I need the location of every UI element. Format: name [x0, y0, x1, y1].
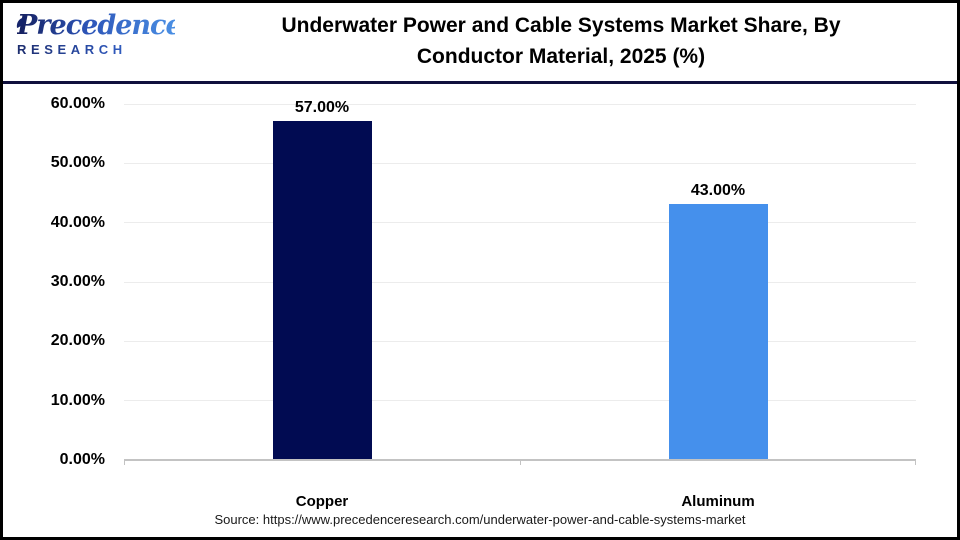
gridline: [124, 281, 916, 283]
logo-brand-label: Precedence: [17, 10, 182, 41]
logo-brand-text: Precedence: [16, 11, 175, 41]
gridline: [124, 222, 916, 224]
precedence-research-logo: Precedence RESEARCH: [3, 3, 175, 57]
y-axis-tick-label: 60.00%: [50, 95, 105, 112]
gridline: [124, 103, 916, 105]
y-axis-tick-label: 30.00%: [50, 273, 105, 290]
bar-aluminum: [668, 203, 768, 459]
leaf-icon: [15, 7, 31, 37]
plot-area: 57.00% Copper 43.00% Aluminum: [124, 99, 916, 510]
logo-sub-text: RESEARCH: [17, 42, 175, 57]
y-axis-tick-label: 40.00%: [50, 213, 105, 231]
y-axis-tick-label: 10.00%: [50, 391, 105, 409]
bar-value-label: 43.00%: [690, 181, 746, 199]
header: Precedence RESEARCH Underwater Power and…: [3, 3, 957, 84]
source-line: Source: https://www.precedenceresearch.c…: [214, 512, 746, 527]
chart-title: Underwater Power and Cable Systems Marke…: [175, 3, 957, 72]
chart-title-line2: Conductor Material, 2025 (%): [416, 45, 706, 68]
x-axis-tick: [124, 460, 125, 465]
x-axis-tick: [915, 460, 916, 465]
chart-title-line1: Underwater Power and Cable Systems Marke…: [281, 14, 841, 37]
category-label-copper: Copper: [295, 493, 349, 510]
gridline: [124, 400, 916, 402]
x-axis-tick: [520, 460, 521, 465]
y-axis-tick-label: 0.00%: [59, 451, 105, 468]
y-axis-tick-label: 50.00%: [50, 154, 105, 172]
category-label-aluminum: Aluminum: [681, 493, 755, 510]
bar-value-label: 57.00%: [294, 98, 350, 116]
y-axis-tick-label: 20.00%: [50, 332, 105, 350]
gridline: [124, 340, 916, 342]
chart-canvas: 57.00% Copper 43.00% Aluminum 60.00% 50.00% 4…: [3, 81, 957, 537]
bar-copper: [272, 120, 372, 459]
gridline: [124, 162, 916, 164]
